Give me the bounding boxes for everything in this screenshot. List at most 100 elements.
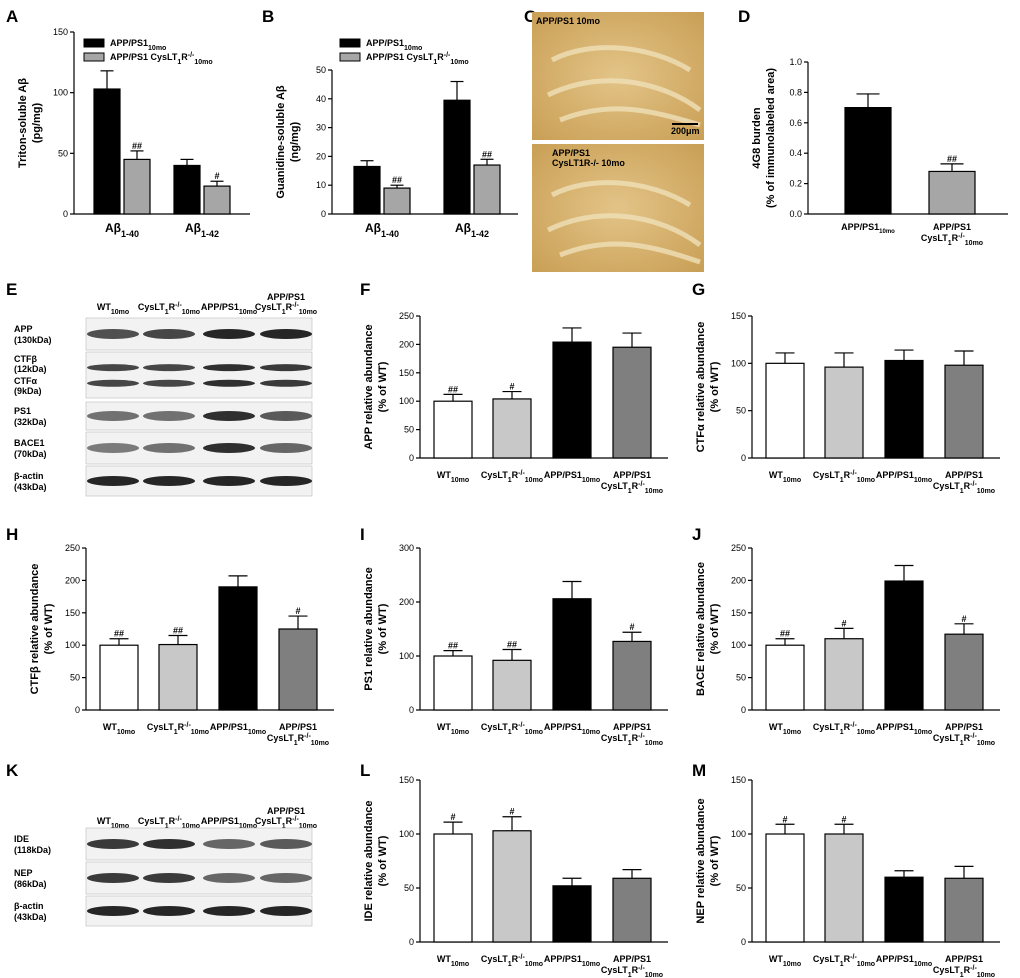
- y-tick-label: 50: [316, 65, 326, 75]
- bar-h-1: [158, 643, 198, 711]
- y-axis-title-line1: 4G8 burden: [751, 107, 763, 168]
- y-tick-label: 0.0: [789, 209, 802, 219]
- x-tick-label-9-0: WT10mo: [769, 954, 801, 968]
- bar-g-1: [824, 366, 864, 459]
- blot-band: [87, 364, 139, 372]
- x-tick-label-6-2: APP/PS110mo: [544, 722, 600, 736]
- significance-mark: ##: [482, 149, 492, 159]
- y-axis-title-line2: (% of WT): [377, 361, 389, 412]
- x-tick-label-0-0: Aβ1-40: [105, 221, 139, 239]
- y-tick-label: 40: [316, 94, 326, 104]
- blot-strip: [85, 351, 313, 399]
- significance-mark: ##: [132, 141, 142, 151]
- x-tick-label-8-3-line2: CysLT1R-/-10mo: [601, 965, 663, 978]
- band-name: NEP: [14, 868, 33, 878]
- histology-panel-c: APP/PS1 10mo 200μm APP/PS1 CysLT1R-/- 10…: [532, 12, 704, 272]
- blot-band: [87, 873, 139, 883]
- significance-mark: ##: [448, 641, 458, 651]
- y-axis-title-line2: (ng/mg): [289, 122, 301, 163]
- blot-band: [143, 906, 195, 916]
- bar-f-2: [552, 341, 592, 459]
- significance-mark: ##: [507, 640, 517, 650]
- blot-band: [260, 873, 312, 883]
- histology-bottom-label-2: CysLT1R-/- 10mo: [552, 158, 625, 168]
- y-tick-label: 0: [741, 453, 746, 463]
- x-tick-label-7-3-line1: APP/PS1: [945, 722, 983, 732]
- lane-label-line2: CysLT1R-/-10mo: [255, 816, 317, 830]
- y-tick-label: 0: [409, 705, 414, 715]
- x-tick-label-3-0: WT10mo: [437, 470, 469, 484]
- chart-h: 0 50 100 150 200 250 CTFβ relative abundance (%…: [29, 543, 334, 747]
- bar-l-3: [612, 877, 652, 943]
- y-tick-label: 100: [731, 640, 746, 650]
- significance-mark: #: [295, 606, 300, 616]
- band-kda: (43kDa): [14, 912, 47, 922]
- chart-l: 0 50 100 150 IDE relative abundance (% of WT)…: [363, 775, 668, 978]
- y-tick-label: 50: [736, 883, 746, 893]
- y-tick-label: 150: [731, 311, 746, 321]
- bar-m-0: [765, 833, 805, 943]
- y-axis-title-line2: (% of WT): [43, 603, 55, 654]
- blot-band: [203, 329, 255, 339]
- x-tick-label-5-3-line2: CysLT1R-/-10mo: [267, 733, 329, 747]
- y-tick-label: 150: [65, 608, 80, 618]
- x-tick-label-8-1: CysLT1R-/-10mo: [481, 954, 543, 968]
- y-tick-label: 100: [65, 640, 80, 650]
- y-tick-label: 0: [409, 453, 414, 463]
- y-tick-label: 200: [65, 575, 80, 585]
- band-kda: (9kDa): [14, 386, 42, 396]
- x-tick-label-8-2: APP/PS110mo: [544, 954, 600, 968]
- y-tick-label: 0.4: [789, 148, 802, 158]
- y-tick-label: 200: [399, 597, 414, 607]
- y-tick-label: 0.8: [789, 87, 802, 97]
- bar-a-0-0: [93, 88, 121, 215]
- bar-b-1-1: [473, 164, 501, 215]
- y-tick-label: 150: [731, 608, 746, 618]
- significance-mark: ##: [947, 154, 957, 164]
- significance-mark: #: [961, 614, 966, 624]
- bar-f-3: [612, 346, 652, 459]
- y-tick-label: 300: [399, 543, 414, 553]
- x-tick-label-4-0: WT10mo: [769, 470, 801, 484]
- y-tick-label: 50: [404, 883, 414, 893]
- y-tick-label: 250: [731, 543, 746, 553]
- y-axis-title-line2: (% of immunolabeled area): [765, 68, 777, 208]
- y-tick-label: 200: [399, 339, 414, 349]
- x-tick-label-9-3-line2: CysLT1R-/-10mo: [933, 965, 995, 978]
- bar-m-3: [944, 877, 984, 943]
- blot-band: [203, 839, 255, 849]
- blot-band: [203, 443, 255, 453]
- chart-i: 0 100 200 300 PS1 relative abundance (% of WT…: [363, 543, 668, 747]
- y-axis-title-line2: (pg/mg): [31, 103, 43, 144]
- panel-label-j: J: [692, 525, 701, 544]
- y-tick-label: 0: [409, 937, 414, 947]
- histology-bottom-label-1: APP/PS1: [552, 148, 590, 158]
- blot-band: [87, 839, 139, 849]
- blot-band: [260, 411, 312, 421]
- bar-h-0: [99, 644, 139, 711]
- x-tick-label-5-0: WT10mo: [103, 722, 135, 736]
- panel-label-m: M: [692, 761, 706, 780]
- bar-b-0-1: [443, 99, 471, 215]
- band-kda: (32kDa): [14, 417, 47, 427]
- blot-band: [260, 906, 312, 916]
- significance-mark: ##: [448, 384, 458, 394]
- band-name: CTFβ: [14, 354, 37, 364]
- significance-mark: #: [841, 814, 846, 824]
- bar-a-1-1: [203, 185, 231, 215]
- chart-d: 0.0 0.2 0.4 0.6 0.8 1.0 4G8 burden (% of immuno…: [751, 57, 1008, 247]
- legend-entry: APP/PS110mo: [366, 38, 422, 52]
- x-tick-label-7-0: WT10mo: [769, 722, 801, 736]
- bar-b-0-0: [353, 165, 381, 215]
- x-tick-label-1-1: Aβ1-42: [455, 221, 489, 239]
- lane-label: CysLT1R-/-10mo: [138, 302, 200, 316]
- x-tick-label-3-1: CysLT1R-/-10mo: [481, 470, 543, 484]
- lane-label-line2: CysLT1R-/-10mo: [255, 302, 317, 316]
- panel-label-g: G: [692, 280, 705, 299]
- western-blot-e: WT10mo CysLT1R-/-10mo APP/PS110moAPP/PS1Cy…: [14, 292, 317, 497]
- chart-b: 0 10 20 30 40 50 Guanidine-soluble Aβ (ng/mg) ##…: [275, 38, 518, 239]
- band-kda: (118kDa): [14, 845, 51, 855]
- blot-band: [260, 443, 312, 453]
